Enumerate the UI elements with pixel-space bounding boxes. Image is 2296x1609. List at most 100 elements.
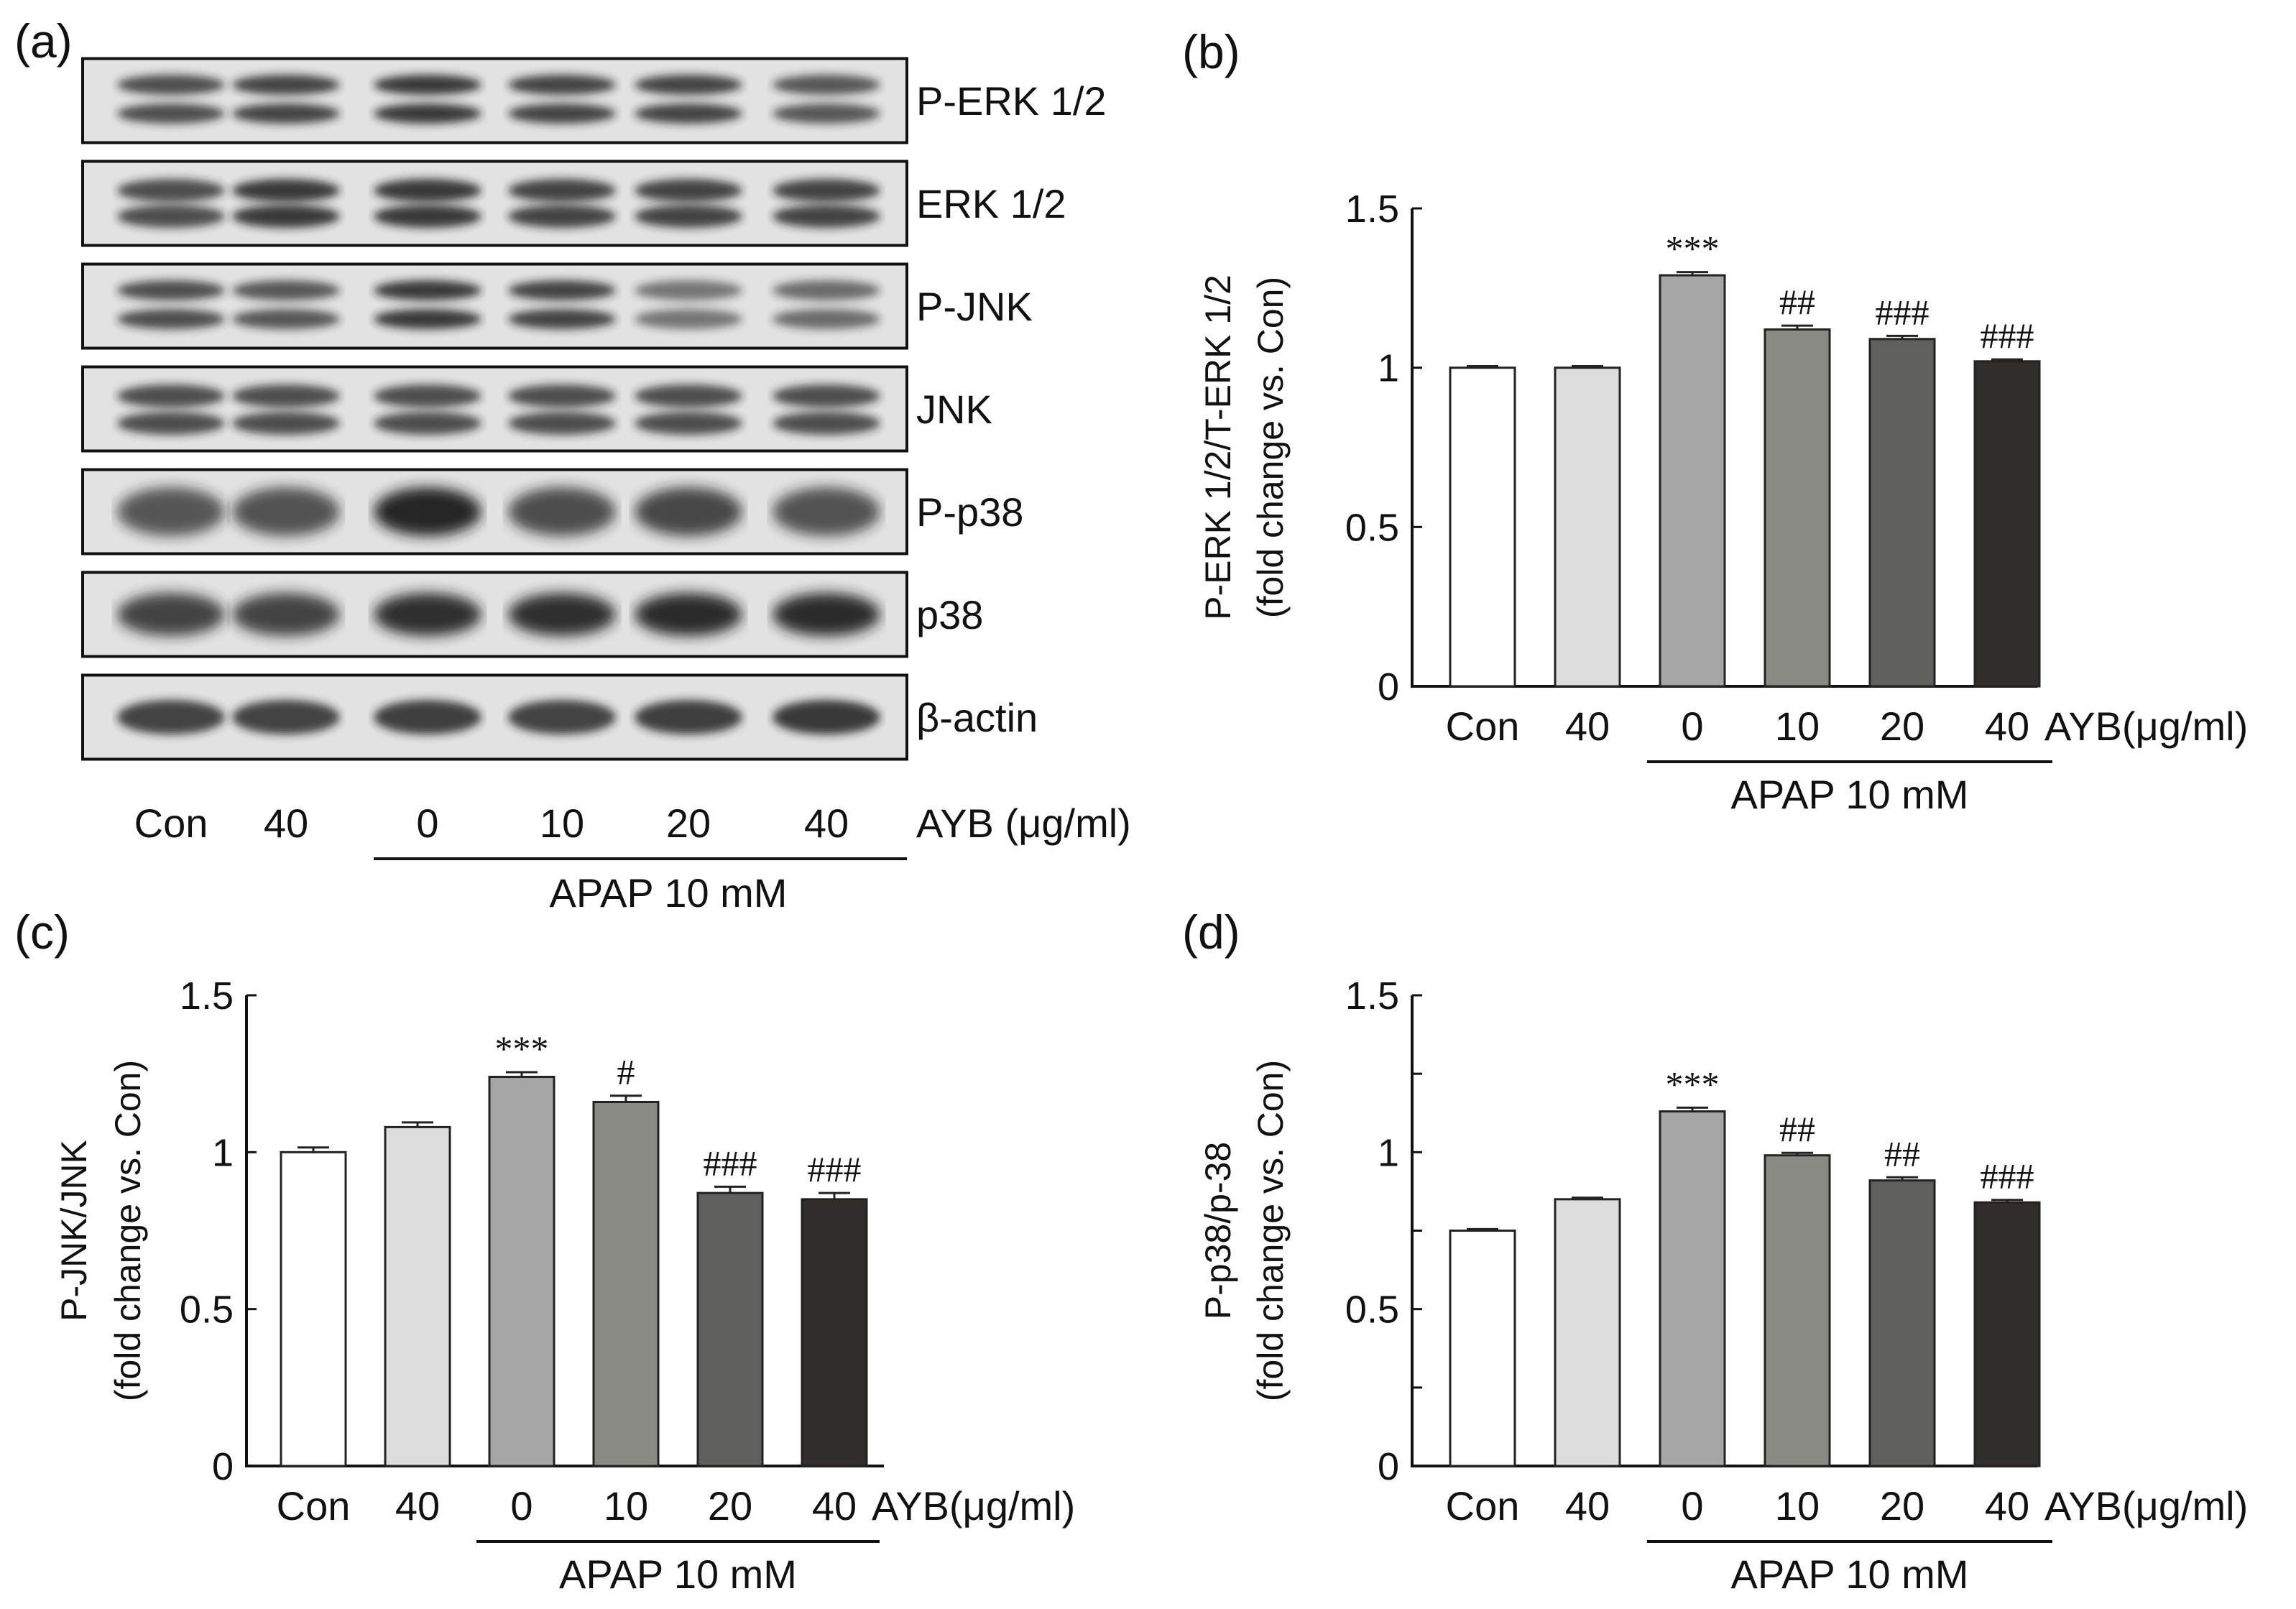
x-unit-label: AYB(μg/ml) — [2044, 1483, 2248, 1529]
blot-band — [635, 384, 742, 407]
blot-band — [232, 179, 340, 202]
blot-band — [117, 205, 225, 228]
x-unit-label: AYB(μg/ml) — [872, 1483, 1075, 1529]
bar — [1659, 1110, 1726, 1467]
x-tick-label: 20 — [708, 1483, 752, 1529]
x-tick-label: 40 — [1985, 704, 2029, 749]
western-blot-panel: P-ERK 1/2 ERK 1/2 P-JNK JNK P-p38 p38 β-actin C… — [81, 57, 1131, 916]
blot-band — [117, 280, 225, 300]
blot-band — [508, 384, 616, 407]
bar — [801, 1198, 868, 1467]
blot-band — [635, 487, 742, 536]
significance-mark: ### — [808, 1149, 862, 1189]
blot-protein-label: P-ERK 1/2 — [916, 78, 1107, 124]
bar — [1973, 1201, 2041, 1467]
blot-band — [232, 75, 340, 95]
blot-band — [635, 309, 742, 329]
x-tick-label: 20 — [1880, 704, 1924, 749]
blot-lane-label: Con — [134, 801, 208, 846]
bar — [592, 1100, 660, 1467]
blot-band — [117, 487, 225, 536]
blot-band — [374, 593, 481, 636]
bar — [1868, 1179, 1936, 1467]
blot-band — [374, 700, 481, 734]
blot-band — [374, 280, 481, 300]
blot-band — [374, 412, 481, 435]
blot-protein-label: P-JNK — [916, 284, 1033, 329]
blot-band — [232, 280, 340, 300]
blot-band — [508, 205, 616, 228]
bar — [280, 1151, 347, 1467]
significance-mark: ### — [704, 1143, 757, 1183]
bar — [1659, 274, 1726, 688]
blot-band — [117, 309, 225, 329]
bar — [1868, 338, 1936, 688]
group-label: APAP 10 mM — [1731, 772, 1969, 817]
blot-band — [508, 280, 616, 300]
blot-strip — [81, 262, 908, 350]
y-axis-label-2: (fold change vs. Con) — [108, 1060, 148, 1401]
significance-mark: # — [617, 1052, 635, 1092]
blot-lane-label: 0 — [416, 801, 438, 846]
blot-band — [374, 103, 481, 124]
panel-label-d: (d) — [1182, 905, 1240, 959]
y-tick-label: 0 — [212, 1445, 234, 1488]
blot-strip — [81, 365, 908, 453]
blot-band — [635, 75, 742, 95]
blot-band — [374, 309, 481, 329]
x-tick-label: 10 — [1775, 704, 1820, 749]
x-tick-label: 40 — [1565, 1483, 1610, 1529]
y-tick-label: 1.5 — [180, 974, 234, 1018]
x-tick-label: 0 — [1681, 704, 1703, 749]
chart-c: 0 0.5 1 1.5 P-JNK/JNK (fold change vs. Con) Co… — [54, 974, 1075, 1597]
blot-row: P-p38 — [81, 468, 1023, 555]
panel-label-a: (a) — [14, 14, 73, 68]
x-tick-label: Con — [1446, 1483, 1520, 1529]
y-tick-label: 1.5 — [1345, 188, 1399, 231]
x-tick-label: 0 — [1681, 1483, 1703, 1529]
significance-mark: ## — [1884, 1133, 1920, 1174]
blot-band — [374, 205, 481, 228]
significance-mark: *** — [1666, 1064, 1720, 1104]
blot-band — [117, 593, 225, 636]
blot-band — [508, 487, 616, 536]
blot-strip — [81, 57, 908, 144]
blot-band — [117, 412, 225, 435]
panel-label-c: (c) — [14, 905, 70, 959]
blot-band — [117, 103, 225, 124]
blot-band — [232, 103, 340, 124]
y-axis-label: P-ERK 1/2/T-ERK 1/2 — [1198, 275, 1238, 620]
blot-band — [508, 179, 616, 202]
bar — [384, 1125, 451, 1467]
blot-band — [117, 75, 225, 95]
blot-band — [635, 103, 742, 124]
blot-band — [508, 75, 616, 95]
blot-band — [508, 103, 616, 124]
blot-lane-label: 40 — [804, 801, 849, 846]
significance-mark: ### — [1981, 315, 2034, 356]
bar — [1449, 366, 1516, 688]
x-tick-label: Con — [277, 1483, 351, 1529]
significance-mark: ## — [1779, 282, 1815, 322]
x-tick-label: 40 — [812, 1483, 857, 1529]
bar — [1764, 328, 1831, 688]
blot-band — [635, 205, 742, 228]
blot-band — [773, 309, 880, 329]
bar — [1554, 366, 1621, 688]
blot-row: P-ERK 1/2 — [81, 57, 1107, 144]
blot-band — [232, 487, 340, 536]
significance-mark: *** — [495, 1028, 549, 1069]
blot-protein-label: β-actin — [916, 695, 1038, 740]
y-axis-label: P-p38/p-38 — [1198, 1142, 1238, 1319]
blot-row: ERK 1/2 — [81, 160, 1066, 247]
blot-band — [117, 384, 225, 407]
y-tick-label: 0.5 — [180, 1288, 234, 1332]
blot-band — [635, 280, 742, 300]
blot-strip — [81, 160, 908, 247]
blot-band — [232, 384, 340, 407]
x-tick-label: 40 — [395, 1483, 440, 1529]
group-label: APAP 10 mM — [1731, 1552, 1969, 1597]
x-tick-label: 10 — [1775, 1483, 1820, 1529]
y-tick-label: 1.5 — [1345, 974, 1399, 1018]
blot-band — [773, 103, 880, 124]
